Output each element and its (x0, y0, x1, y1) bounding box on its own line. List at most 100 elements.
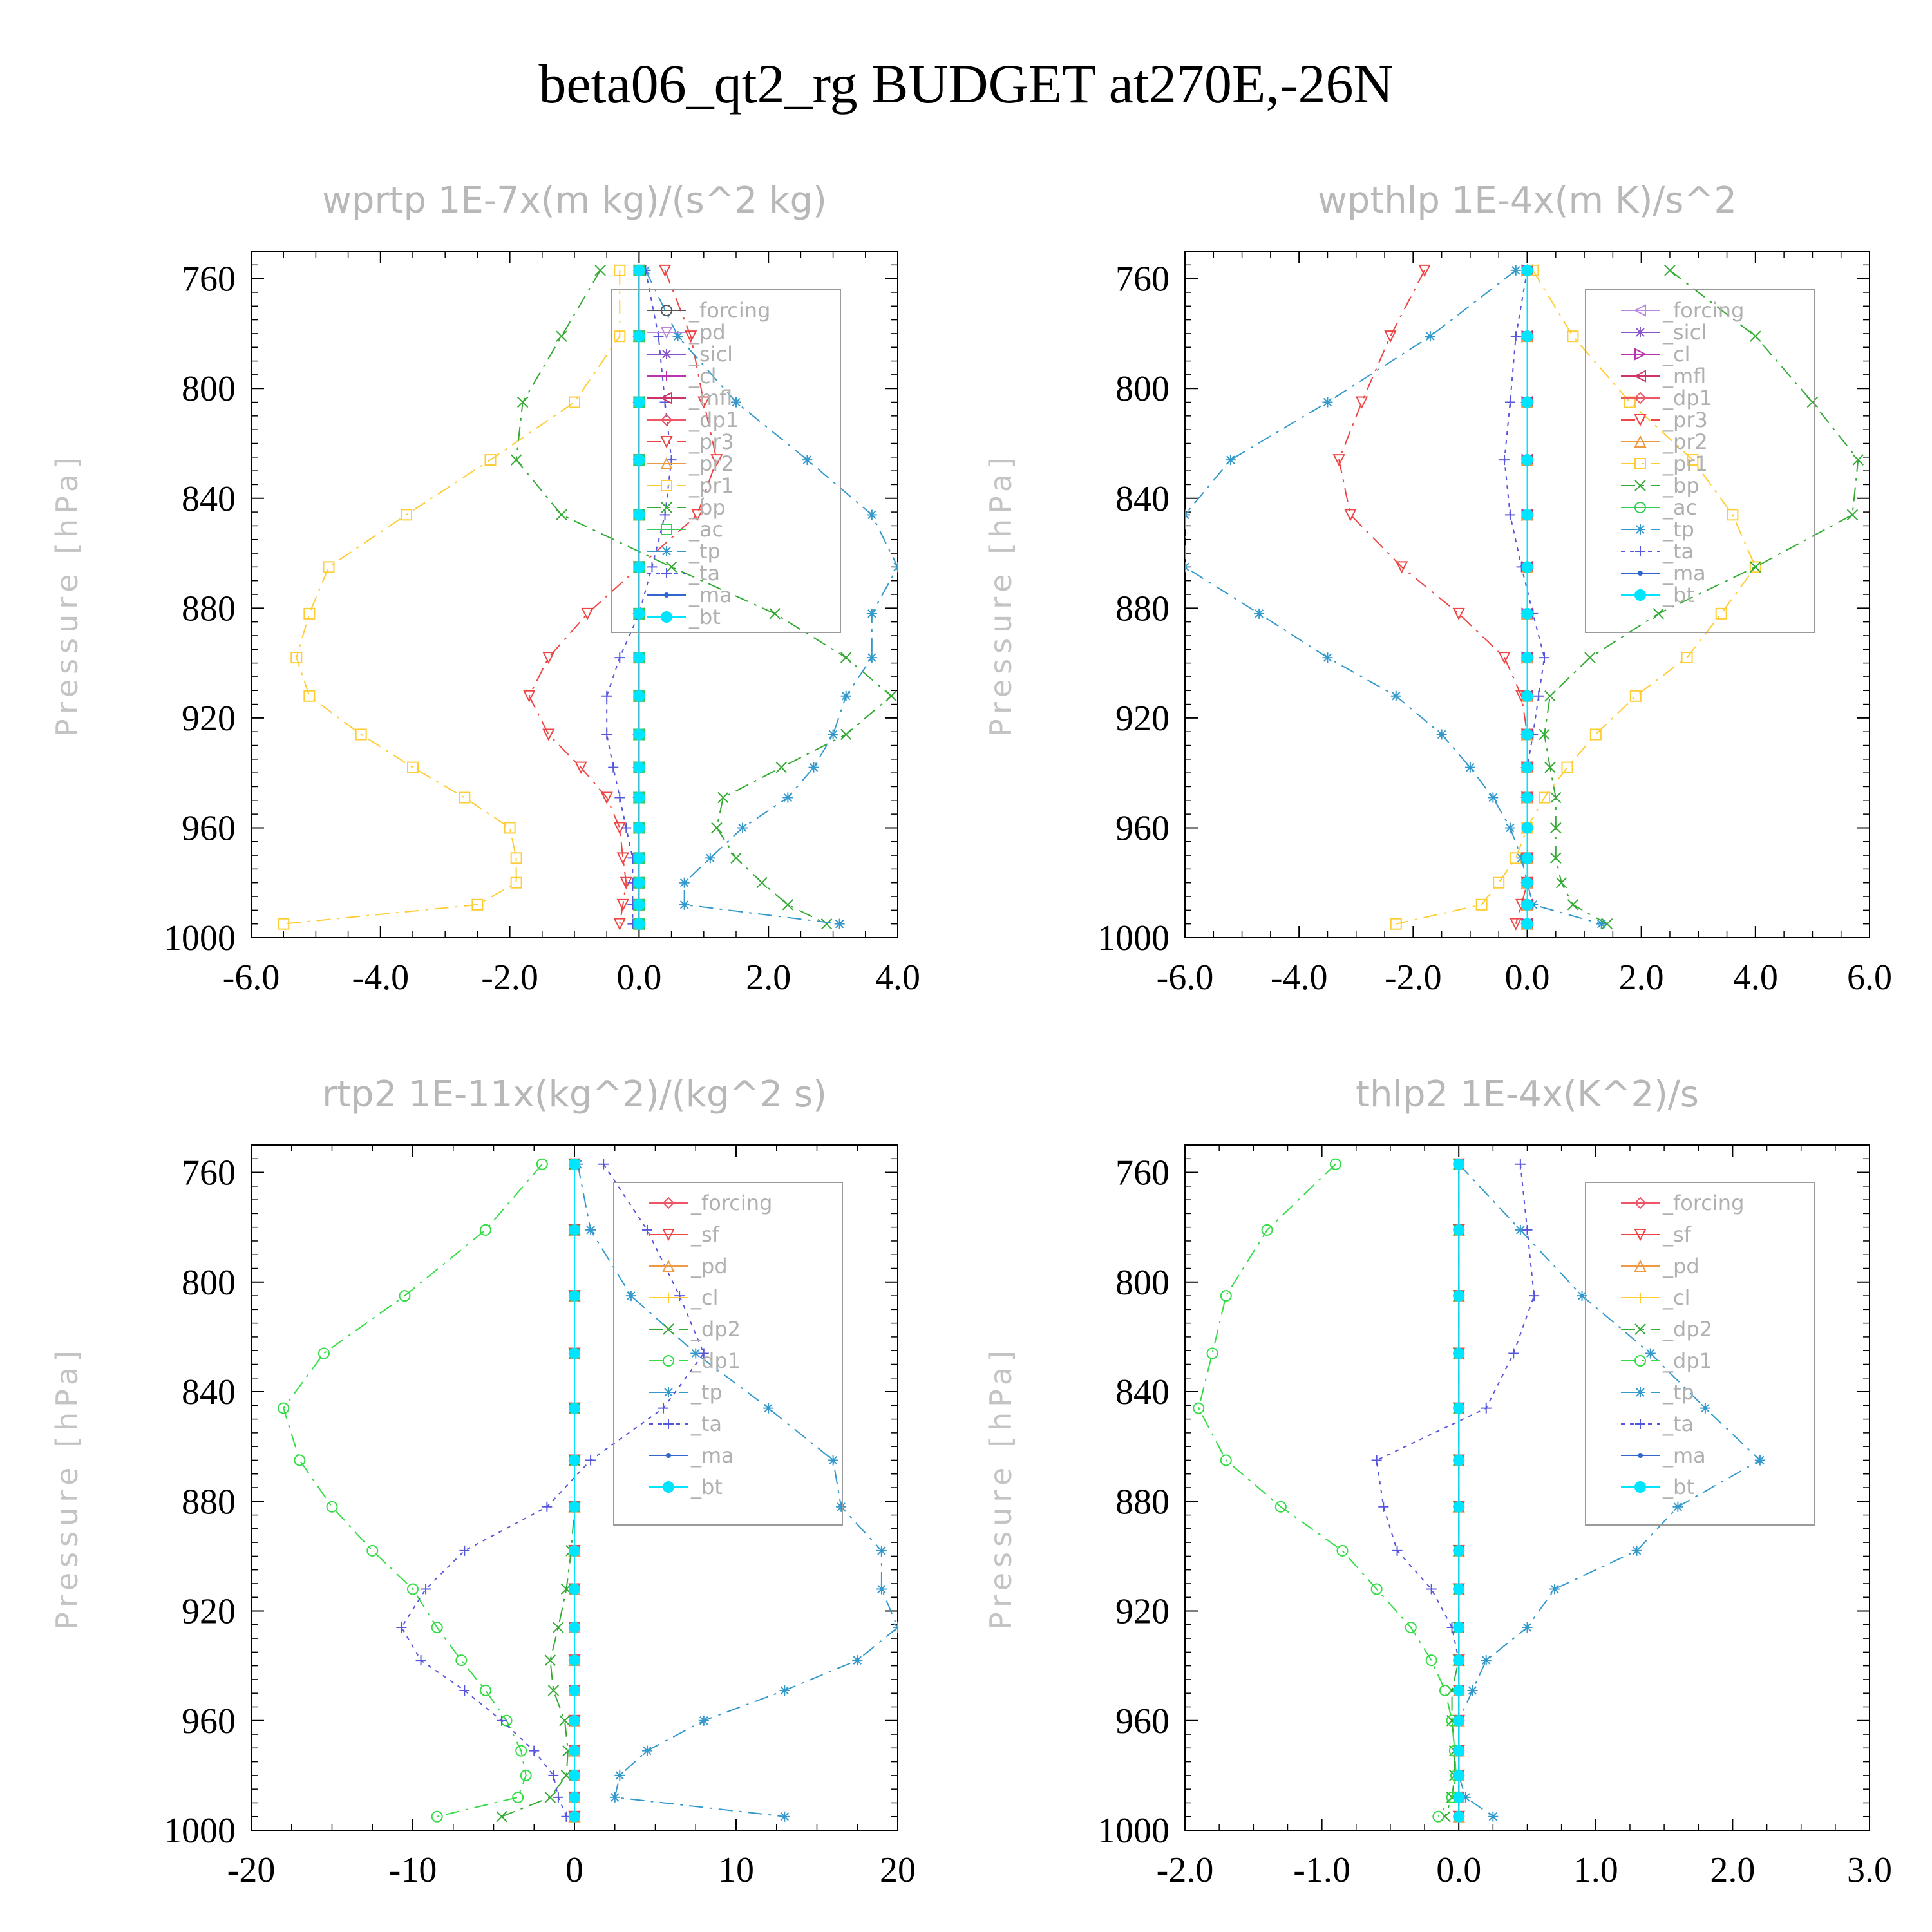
legend-item: _ta (1621, 539, 1694, 564)
legend-label: _pr2 (688, 451, 734, 476)
plot-area (1185, 263, 1864, 931)
data-point (516, 396, 529, 408)
data-point (581, 607, 594, 621)
legend-marker (1635, 1419, 1645, 1429)
legend-marker (662, 1229, 675, 1242)
legend-item: _ma (1621, 1443, 1706, 1468)
data-point (625, 1291, 636, 1302)
series-dp2 (496, 1159, 580, 1823)
legend: _forcing _sf _pd _cl _dp2 _dp1 _tp _ta _ma _bt (613, 1182, 843, 1526)
legend-marker (1634, 1355, 1646, 1367)
data-point (323, 561, 335, 573)
legend-item: _dp2 (1621, 1317, 1712, 1341)
y-tick-label: 760 (1115, 260, 1170, 299)
series-tp (1185, 265, 1607, 929)
data-point (893, 1622, 898, 1633)
data-point (633, 509, 645, 521)
legend-item: _ac (1621, 495, 1697, 520)
data-point (737, 822, 748, 833)
data-point (866, 509, 877, 520)
data-point (840, 690, 851, 701)
series-line (645, 270, 898, 925)
data-point (1425, 1654, 1437, 1667)
data-point (1806, 396, 1819, 408)
data-point (1193, 1402, 1205, 1414)
data-point (569, 1501, 580, 1513)
data-point (1464, 762, 1475, 773)
data-point (1550, 822, 1562, 834)
data-point (459, 791, 471, 804)
data-point (569, 1745, 580, 1757)
data-point (691, 509, 704, 522)
data-point (1510, 265, 1521, 276)
x-tick-label: 2.0 (746, 958, 791, 998)
data-point (1529, 1291, 1540, 1302)
legend-item: _mfl (1621, 364, 1706, 388)
data-point (1846, 509, 1859, 521)
legend-label: _bp (688, 495, 726, 520)
data-point (569, 1714, 580, 1727)
data-point (763, 1403, 774, 1414)
legend-item: _tp (649, 1380, 723, 1405)
series-bp (1539, 265, 1864, 930)
y-tick-label: 760 (182, 260, 236, 299)
data-point (1225, 455, 1236, 466)
legend-item: _ta (1621, 1412, 1694, 1436)
series-line (283, 1164, 543, 1817)
legend-item: _dp1 (649, 1349, 741, 1373)
data-point (674, 1291, 685, 1302)
data-point (782, 792, 793, 803)
legend-label: _bp (1662, 473, 1700, 498)
legend-item: _ta (647, 561, 720, 585)
legend-item: _cl (647, 364, 716, 388)
data-point (1378, 1501, 1389, 1512)
data-point (756, 877, 768, 889)
legend-label: _bt (1662, 583, 1694, 607)
legend-item: _dp1 (647, 408, 739, 432)
series-tp (573, 1159, 898, 1822)
data-point (633, 652, 645, 664)
data-point (1432, 1810, 1444, 1823)
data-point (1453, 1654, 1465, 1667)
legend-marker (661, 305, 672, 316)
data-point (1550, 791, 1562, 804)
data-point (876, 1584, 887, 1595)
data-point (569, 1769, 580, 1781)
legend-label: _ma (690, 1443, 734, 1468)
legend-marker (659, 392, 672, 404)
series-ta (396, 1159, 709, 1822)
legend-item: _pr1 (647, 473, 734, 498)
data-point (407, 1583, 419, 1595)
series-line (1544, 270, 1859, 925)
legend-label: _tp (688, 539, 721, 564)
data-point (1681, 652, 1693, 664)
series-line (401, 1164, 705, 1817)
legend-marker (1634, 589, 1646, 601)
data-point (1453, 1544, 1465, 1557)
plot-area (278, 263, 898, 931)
data-point (1488, 1811, 1499, 1822)
series-tp (1454, 1159, 1765, 1822)
data-point (1521, 822, 1533, 834)
legend-item: _dp1 (1621, 1349, 1712, 1373)
data-point (569, 1791, 580, 1803)
data-point (1589, 728, 1602, 741)
legend-item: _pr2 (647, 451, 734, 476)
y-tick-label: 800 (1115, 369, 1170, 409)
legend-item: _sicl (647, 342, 733, 366)
y-tick-label: 1000 (164, 918, 236, 958)
data-point (1550, 852, 1562, 864)
data-point (569, 396, 580, 408)
x-tick-label: -2.0 (1385, 958, 1442, 998)
data-point (1539, 728, 1550, 741)
plot-area (1193, 1157, 1765, 1823)
legend-label: _dp1 (1662, 386, 1712, 410)
legend-marker (1634, 1481, 1646, 1493)
y-tick-label: 960 (1115, 1701, 1170, 1741)
data-point (866, 608, 877, 619)
x-tick-label: -1.0 (1293, 1850, 1350, 1890)
data-point (1453, 1347, 1465, 1359)
data-point (1261, 1224, 1273, 1236)
data-point (836, 1501, 847, 1512)
